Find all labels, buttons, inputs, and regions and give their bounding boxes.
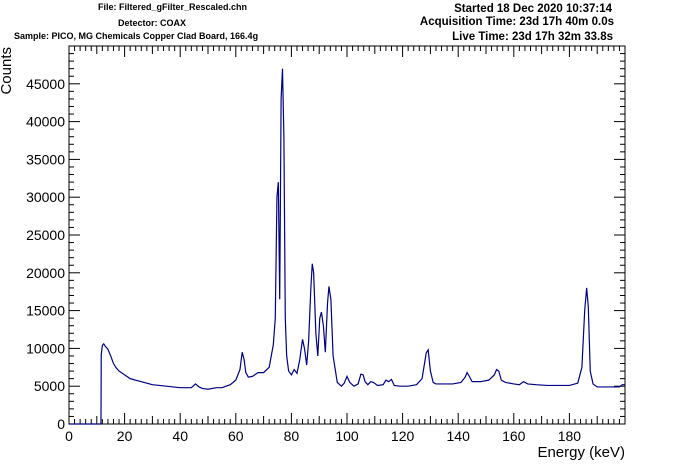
y-tick-labels: 0 5000 10000 15000 20000 25000 30000 35000 40000…	[26, 76, 65, 432]
acquisition-time-label: Acquisition Time: 23d 17h 40m 0.0s	[419, 16, 614, 28]
y-tick-label: 45000	[26, 76, 65, 92]
y-tick-label: 20000	[26, 265, 65, 281]
y-tick-label: 30000	[26, 189, 65, 205]
y-axis-label: Counts	[0, 47, 15, 95]
x-tick-label: 160	[502, 428, 526, 444]
y-tick-label: 35000	[26, 151, 65, 167]
detector-label: Detector: COAX	[118, 18, 187, 28]
live-time-label: Live Time: 23d 17h 32m 33.8s	[452, 31, 613, 43]
sample-label: Sample: PICO, MG Chemicals Copper Clad B…	[14, 31, 259, 41]
x-tick-label: 40	[172, 428, 188, 444]
y-tick-label: 5000	[34, 378, 65, 394]
x-tick-label: 120	[391, 428, 415, 444]
y-tick-label: 25000	[26, 227, 65, 243]
spectrum-line	[69, 68, 625, 425]
axis-ticks	[68, 45, 626, 425]
y-tick-label: 10000	[26, 340, 65, 356]
x-tick-label: 100	[335, 428, 359, 444]
started-label: Started 18 Dec 2020 10:37:14	[454, 3, 612, 15]
x-tick-label: 60	[228, 428, 244, 444]
x-tick-label: 20	[117, 428, 133, 444]
x-axis-label: Energy (keV)	[537, 444, 625, 461]
plot-frame	[68, 45, 626, 425]
y-tick-label: 0	[57, 416, 65, 432]
x-tick-label: 180	[558, 428, 582, 444]
x-tick-label: 140	[447, 428, 471, 444]
y-tick-label: 40000	[26, 114, 65, 130]
x-tick-label: 80	[284, 428, 300, 444]
x-tick-labels: 0 20 40 60 80 100 120 140 160 180	[65, 428, 581, 444]
file-label: File: Filtered_gFilter_Rescaled.chn	[98, 2, 248, 12]
y-tick-label: 15000	[26, 303, 65, 319]
x-tick-label: 0	[65, 428, 73, 444]
